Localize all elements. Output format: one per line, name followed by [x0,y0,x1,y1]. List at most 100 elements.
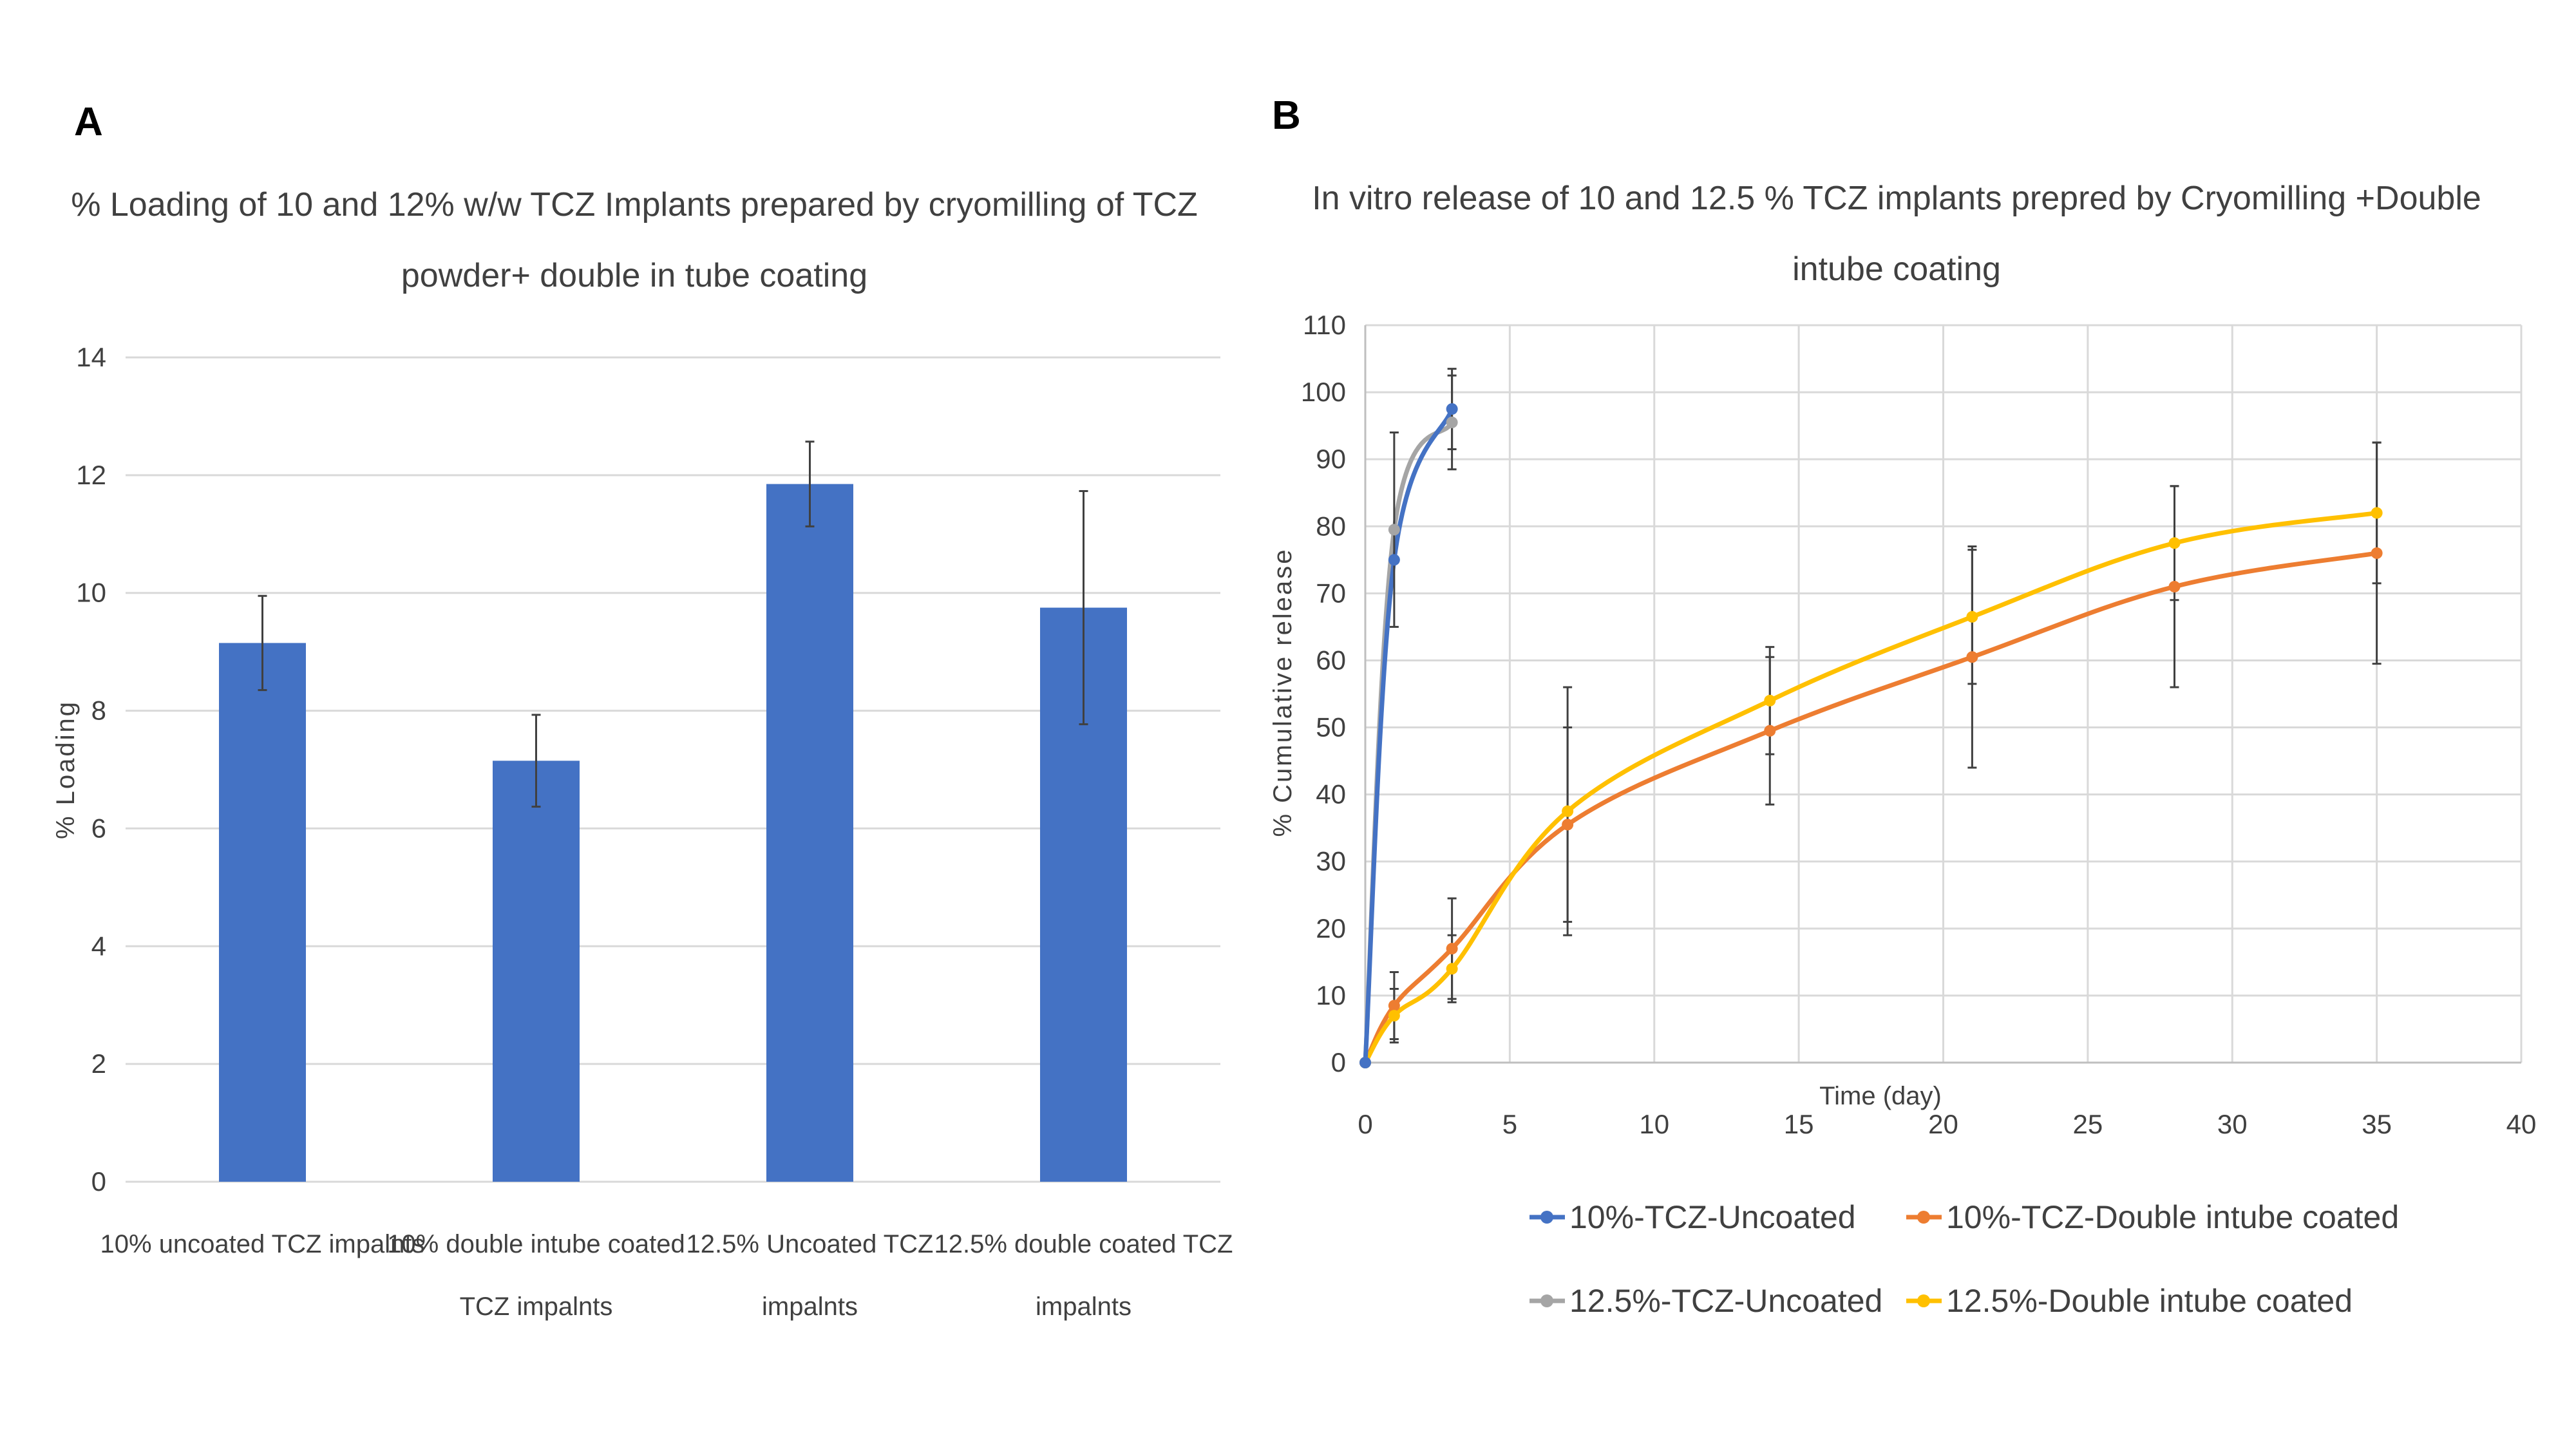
legend-label: 10%-TCZ-Double intube coated [1946,1199,2399,1235]
legend-swatch-marker [1917,1294,1930,1307]
chart-a: A % Loading of 10 and 12% w/w TCZ Implan… [52,100,1233,1321]
bar [766,484,853,1182]
category-label: 12.5% Uncoated TCZ [687,1230,934,1258]
legend-entry: 12.5%-TCZ-Uncoated [1530,1283,1882,1319]
x-tick-label: 40 [2506,1109,2537,1139]
chart-b-title-line-2: intube coating [1792,251,2001,288]
chart-b-series-lines [1363,408,2378,1064]
x-tick-label: 0 [1358,1109,1372,1139]
data-point [1388,1010,1400,1022]
chart-b-y-tick-labels: 0 10 20 30 40 50 60 70 80 90 100 110 [1301,310,1346,1077]
legend-entry: 10%-TCZ-Double intube coated [1906,1199,2399,1235]
y-tick-label: 30 [1316,846,1346,876]
data-point [1764,724,1776,737]
chart-a-gridlines [126,356,1220,1183]
series-line [1363,408,1454,1063]
legend-label: 10%-TCZ-Uncoated [1569,1199,1856,1235]
x-tick-label: 5 [1502,1109,1517,1139]
y-tick-label: 40 [1316,779,1346,810]
y-tick-label: 80 [1316,511,1346,541]
y-tick-label: 100 [1301,377,1346,407]
bar [493,761,580,1182]
data-point [1359,1057,1371,1068]
data-point [2371,547,2383,559]
chart-a-error-bars [258,440,1088,808]
data-point [1388,554,1400,566]
data-point [1764,694,1776,706]
data-point [2168,580,2181,592]
legend-swatch-marker [1540,1211,1553,1224]
data-point [2168,537,2181,549]
legend-swatch-marker [1917,1211,1930,1224]
category-label: TCZ impalnts [460,1293,613,1321]
y-tick-label: 50 [1316,712,1346,743]
data-point [1966,611,1978,623]
data-point [1388,524,1400,536]
chart-a-title-line-2: powder+ double in tube coating [401,257,867,294]
error-bar [531,714,541,808]
y-tick-label: 12 [76,460,106,490]
legend-label: 12.5%-Double intube coated [1946,1283,2353,1319]
chart-b-legend: 10%-TCZ-Uncoated 10%-TCZ-Double intube co… [1530,1199,2399,1319]
data-point [1446,943,1458,955]
chart-a-y-axis-label: % Loading [52,700,80,839]
chart-b-x-tick-labels: 0 5 10 15 20 25 30 35 40 [1358,1109,2536,1139]
error-bar [258,594,267,692]
data-point [1966,651,1978,663]
x-tick-label: 15 [1784,1109,1814,1139]
chart-b-points [1359,403,2383,1068]
chart-a-bars [219,484,1127,1182]
x-tick-label: 20 [1928,1109,1958,1139]
y-tick-label: 10 [76,578,106,608]
data-point [1446,416,1458,428]
y-tick-label: 0 [91,1166,106,1197]
category-label: 10% uncoated TCZ impalnts [100,1230,425,1258]
data-point [1562,805,1574,817]
y-tick-label: 90 [1316,444,1346,474]
category-label: impalnts [762,1293,858,1321]
x-tick-label: 35 [2362,1109,2392,1139]
legend-entry: 12.5%-Double intube coated [1906,1283,2353,1319]
y-tick-label: 110 [1303,310,1346,340]
y-tick-label: 14 [76,342,106,372]
chart-a-y-tick-labels: 0 2 4 6 8 10 12 14 [76,342,106,1197]
data-point [1388,999,1400,1012]
x-tick-label: 25 [2073,1109,2103,1139]
data-point [1446,963,1458,975]
legend-swatch-marker [1540,1294,1553,1307]
bar [219,643,306,1182]
data-point [1562,819,1574,831]
y-tick-label: 20 [1316,913,1346,943]
y-tick-label: 60 [1316,645,1346,675]
series-line [1363,551,2378,1064]
chart-b: B In vitro release of 10 and 12.5 % TCZ … [1269,93,2536,1319]
panel-letter-b: B [1272,93,1301,138]
x-tick-label: 10 [1639,1109,1669,1139]
chart-a-title-line-1: % Loading of 10 and 12% w/w TCZ Implants… [71,186,1198,223]
y-tick-label: 70 [1316,578,1346,608]
y-tick-label: 8 [91,696,106,726]
chart-b-x-axis-label: Time (day) [1819,1082,1942,1110]
data-point [1446,403,1458,415]
y-tick-label: 6 [91,813,106,843]
y-tick-label: 0 [1331,1047,1346,1077]
chart-b-y-axis-label: % Cumulative release [1269,547,1297,837]
x-tick-label: 30 [2217,1109,2248,1139]
error-bar [1079,490,1088,726]
legend-entry: 10%-TCZ-Uncoated [1530,1199,1856,1235]
chart-b-gridlines [1364,324,2523,1064]
series-line [1363,510,2378,1064]
chart-b-title-line-1: In vitro release of 10 and 12.5 % TCZ im… [1312,180,2481,217]
category-label: 12.5% double coated TCZ [934,1230,1233,1258]
error-bar [805,440,815,527]
category-label: impalnts [1036,1293,1132,1321]
y-tick-label: 4 [91,931,106,961]
y-tick-label: 2 [91,1048,106,1079]
data-point [2371,507,2383,519]
legend-label: 12.5%-TCZ-Uncoated [1569,1283,1882,1319]
panel-letter-a: A [74,100,103,144]
y-tick-label: 10 [1316,980,1346,1010]
category-label: 10% double intube coated [387,1230,685,1258]
